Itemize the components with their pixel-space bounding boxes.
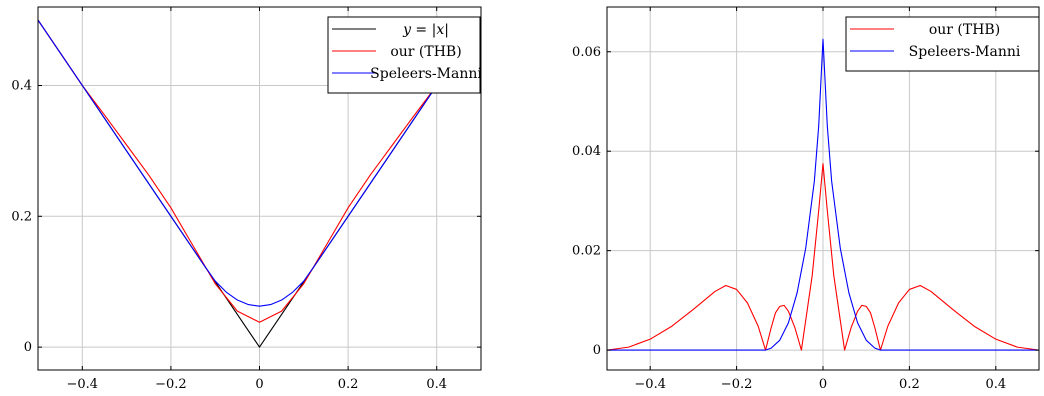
y-tick-label: 0 — [24, 340, 32, 355]
x-tick-label: 0.4 — [426, 377, 447, 392]
x-tick-label: −0.2 — [155, 377, 187, 392]
x-tick-label: −0.4 — [67, 377, 99, 392]
chart-right: −0.4 −0.2 0 0.2 0.4 0 0.02 0.04 0.06 our (THB) Spe… — [572, 6, 1040, 392]
legend-box — [845, 16, 1040, 72]
y-tick-label: 0 — [593, 343, 601, 358]
legend-label-0: our (THB) — [929, 22, 1000, 38]
legend-label-1: our (THB) — [390, 44, 461, 60]
series-line-1 — [37, 19, 482, 323]
y-tick-label: 0.06 — [572, 45, 601, 60]
legend: y = |x| our (THB) Speleers-Manni — [327, 16, 482, 94]
legend: our (THB) Speleers-Manni — [845, 16, 1040, 72]
legend-label-0: y = |x| — [402, 22, 449, 38]
legend-label-1: Speleers-Manni — [909, 44, 1021, 60]
y-tick-label: 0.2 — [11, 209, 32, 224]
y-tick-label: 0.4 — [11, 78, 32, 93]
legend-box — [327, 16, 481, 94]
x-tick-label: 0.2 — [899, 377, 920, 392]
series-line-0 — [606, 163, 1040, 351]
x-tick-label: 0 — [819, 377, 827, 392]
x-tick-label: 0.4 — [985, 377, 1006, 392]
x-tick-label: −0.2 — [721, 377, 753, 392]
x-tick-label: −0.4 — [634, 377, 666, 392]
chart-left: −0.4 −0.2 0 0.2 0.4 0 0.2 0.4 y = |x| our (THB) Sp… — [11, 6, 482, 392]
x-tick-label: 0 — [255, 377, 263, 392]
series-line-2 — [37, 19, 482, 307]
y-tick-label: 0.04 — [572, 144, 601, 159]
x-tick-label: 0.2 — [338, 377, 359, 392]
series-line-1 — [607, 38, 1039, 351]
legend-label-2: Speleers-Manni — [370, 66, 482, 82]
y-tick-label: 0.02 — [572, 244, 601, 259]
